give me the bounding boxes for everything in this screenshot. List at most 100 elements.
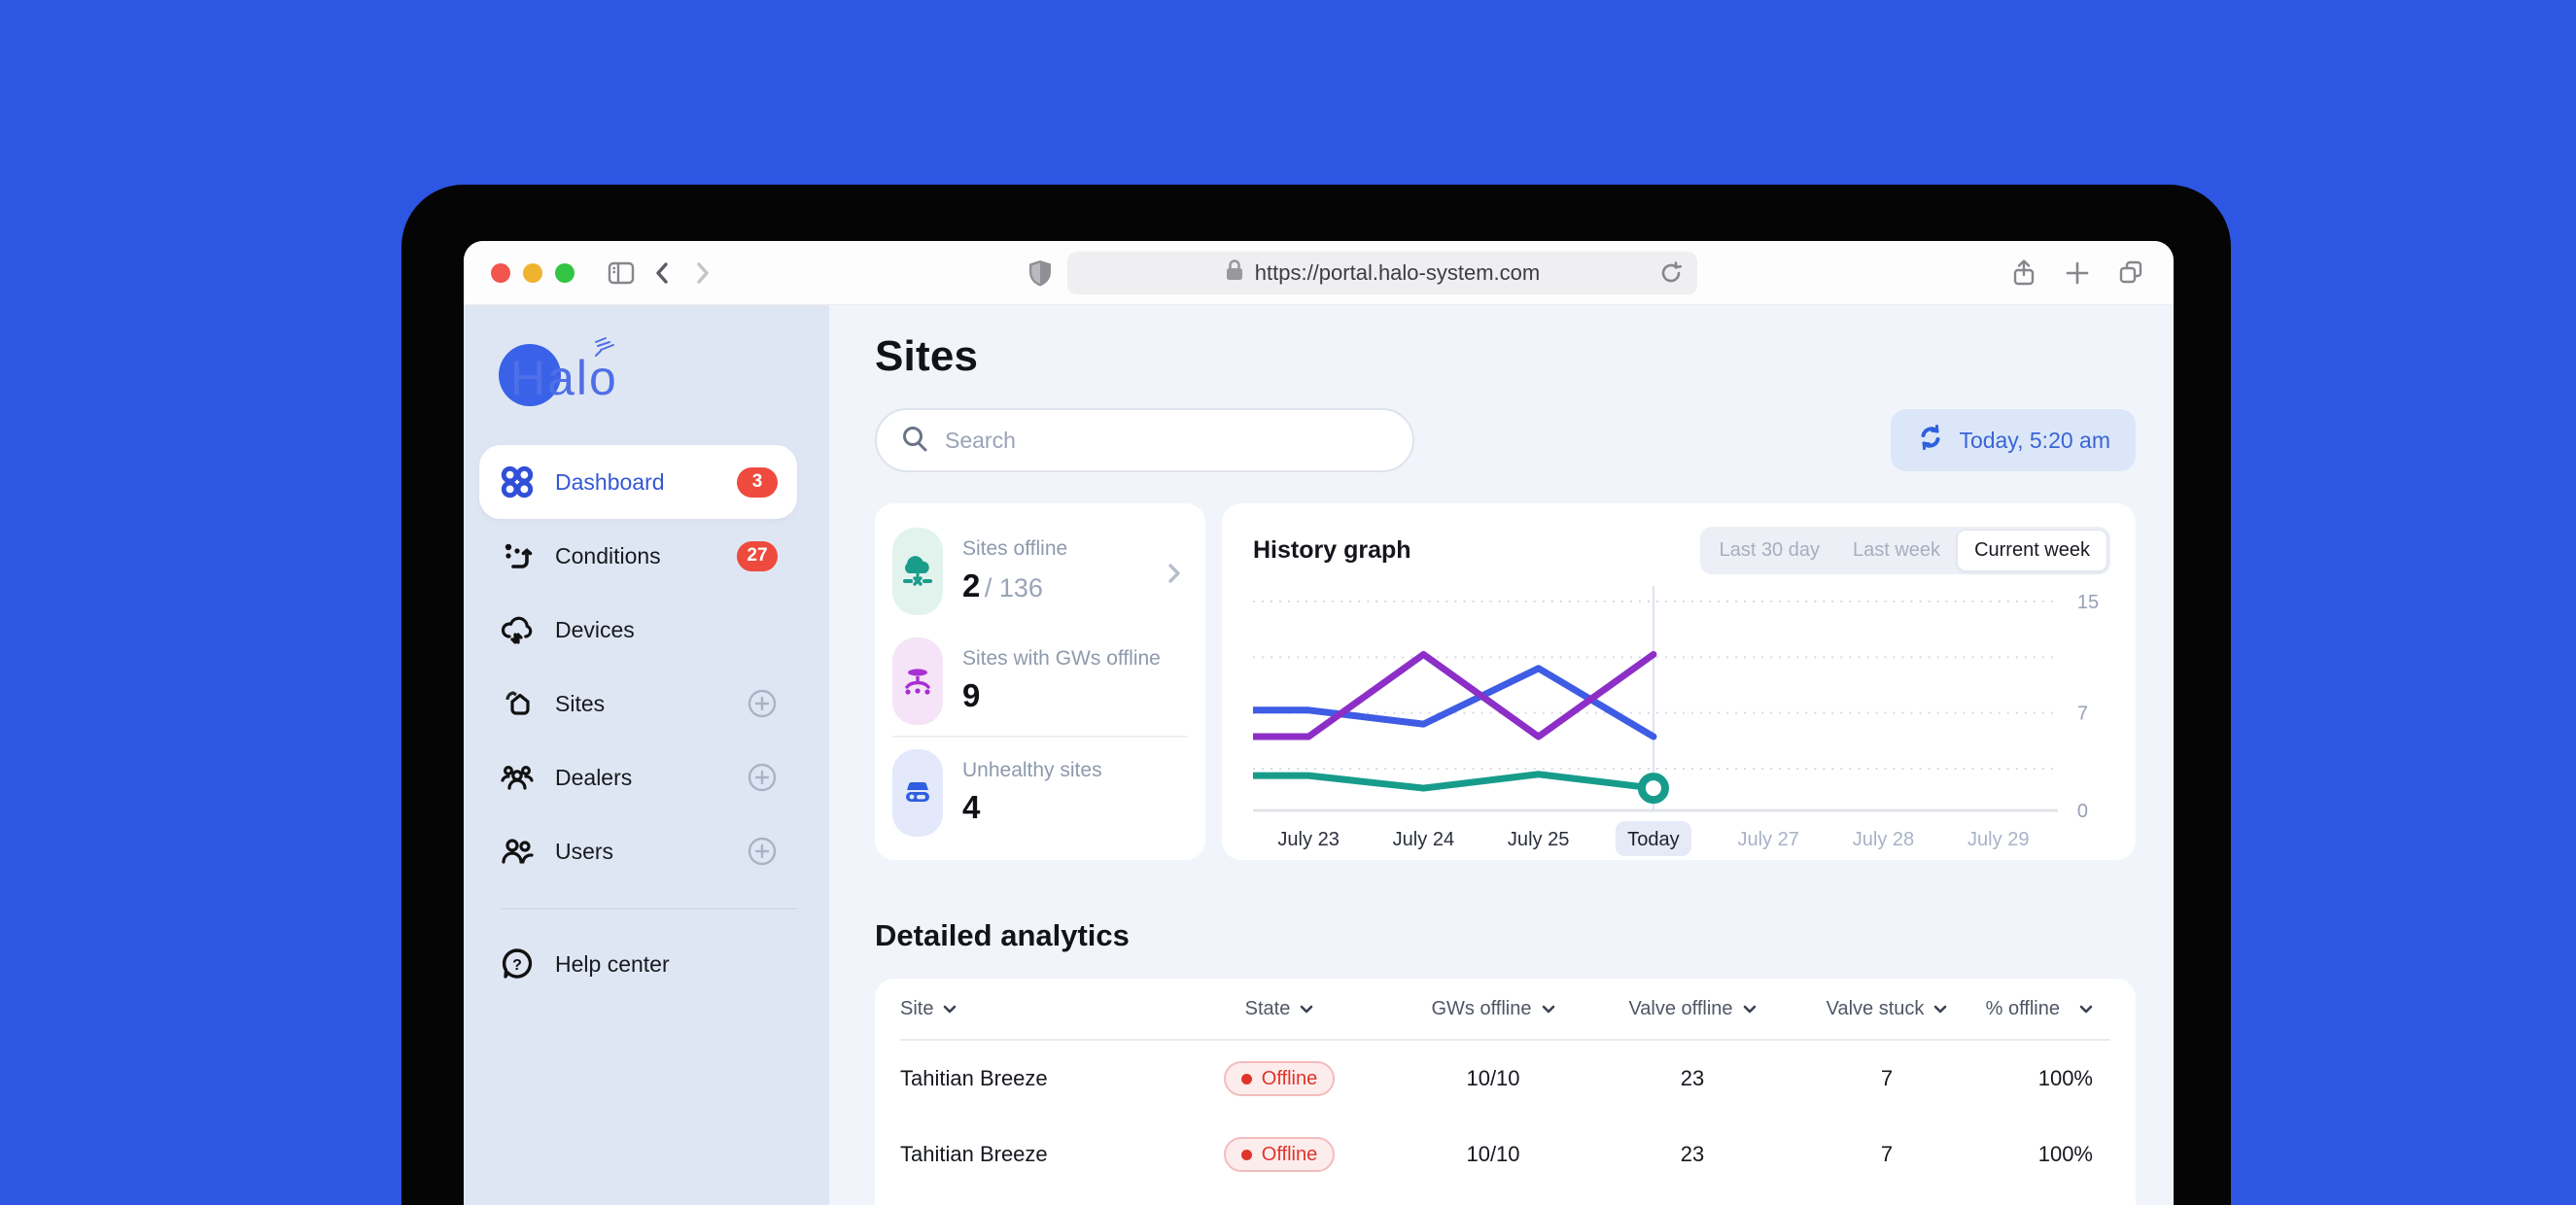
browser-window: https://portal.halo-system.com xyxy=(464,241,2174,1205)
offline-dot-icon xyxy=(1240,1149,1252,1160)
halo-logo[interactable]: Halo xyxy=(499,334,797,418)
pct-offline-value: 100% xyxy=(2037,1066,2093,1090)
column-header-pct-offline[interactable]: % offline xyxy=(1969,998,2110,1020)
add-site-button[interactable] xyxy=(747,688,778,719)
sidebar-divider xyxy=(501,908,797,910)
stat-value: 9 xyxy=(962,677,981,713)
valve-offline-value: 23 xyxy=(1680,1066,1705,1090)
analytics-title: Detailed analytics xyxy=(875,918,1130,952)
time-chip-label: Today, 5:20 am xyxy=(1959,427,2110,453)
search-box[interactable] xyxy=(875,408,1414,472)
stat-unhealthy-sites[interactable]: Unhealthy sites 4 xyxy=(892,736,1188,847)
close-window-button[interactable] xyxy=(491,262,510,283)
chevron-down-icon xyxy=(1301,1005,1313,1013)
chevron-down-icon xyxy=(1542,1005,1554,1013)
stats-card: Sites offline 2 / 136 xyxy=(875,503,1205,860)
forward-button[interactable] xyxy=(689,260,714,286)
sidebar-item-sites[interactable]: Sites xyxy=(479,667,797,740)
dealers-icon xyxy=(499,759,536,796)
users-icon xyxy=(499,833,536,870)
column-header-state[interactable]: State xyxy=(1153,998,1406,1020)
sync-icon xyxy=(1916,423,1945,458)
add-dealer-button[interactable] xyxy=(747,762,778,793)
stat-sites-gws-offline[interactable]: Sites with GWs offline 9 xyxy=(892,626,1188,736)
dashboard-icon xyxy=(499,464,536,500)
chevron-right-icon xyxy=(1166,562,1182,590)
gws-offline-value: 10/10 xyxy=(1466,1066,1520,1090)
window-controls xyxy=(491,262,574,283)
site-name: Tahitian Breeze xyxy=(900,1142,1048,1166)
devices-cloud-icon xyxy=(499,611,536,648)
history-graph-title: History graph xyxy=(1253,536,1411,564)
help-icon: ? xyxy=(499,946,536,982)
svg-text:7: 7 xyxy=(2077,704,2088,725)
analytics-table: Site State GWs offline xyxy=(875,979,2136,1205)
sidebar-item-label: Users xyxy=(555,838,614,864)
sidebar-nav: Dashboard 3 Conditions 27 xyxy=(479,445,797,888)
sidebar-item-label: Conditions xyxy=(555,542,661,568)
device-frame: https://portal.halo-system.com xyxy=(401,185,2231,1205)
table-header-row: Site State GWs offline xyxy=(900,979,2110,1041)
sidebar-item-label: Dashboard xyxy=(555,468,665,495)
privacy-shield-icon[interactable] xyxy=(1027,258,1054,288)
halo-logo-circle xyxy=(499,344,561,406)
chevron-down-icon xyxy=(2079,1005,2093,1013)
stat-sites-offline[interactable]: Sites offline 2 / 136 xyxy=(892,516,1188,626)
back-button[interactable] xyxy=(650,260,676,286)
sites-offline-icon xyxy=(892,527,943,615)
sidebar-item-label: Sites xyxy=(555,690,606,716)
sidebar-item-users[interactable]: Users xyxy=(479,814,797,888)
add-user-button[interactable] xyxy=(747,836,778,867)
page-title: Sites xyxy=(875,332,979,380)
stat-value: 2 xyxy=(962,568,981,603)
svg-text:July 24: July 24 xyxy=(1393,829,1454,850)
valve-stuck-value: 7 xyxy=(1880,1142,1894,1166)
share-icon[interactable] xyxy=(2008,258,2039,289)
pct-offline-value: 100% xyxy=(2037,1142,2093,1166)
status-badge-offline: Offline xyxy=(1223,1137,1336,1172)
sidebar: Halo xyxy=(464,305,829,1205)
sidebar-item-label: Dealers xyxy=(555,764,633,790)
stat-value: 4 xyxy=(962,789,981,825)
url-text: https://portal.halo-system.com xyxy=(1254,259,1541,285)
search-input[interactable] xyxy=(945,427,1389,454)
sidebar-item-dealers[interactable]: Dealers xyxy=(479,740,797,814)
column-header-site[interactable]: Site xyxy=(900,998,1153,1020)
svg-text:?: ? xyxy=(512,957,522,974)
help-center-label: Help center xyxy=(555,950,670,977)
column-header-gws-offline[interactable]: GWs offline xyxy=(1406,998,1581,1020)
tab-last-week[interactable]: Last week xyxy=(1836,530,1957,571)
sidebar-item-conditions[interactable]: Conditions 27 xyxy=(479,519,797,593)
svg-text:0: 0 xyxy=(2077,801,2088,822)
tab-last-30-day[interactable]: Last 30 day xyxy=(1703,530,1836,571)
tab-current-week[interactable]: Current week xyxy=(1957,530,2107,571)
gws-offline-value: 10/10 xyxy=(1466,1142,1520,1166)
stat-label: Sites offline xyxy=(962,537,1068,560)
lock-icon xyxy=(1224,258,1245,287)
sidebar-item-help-center[interactable]: ? Help center xyxy=(479,927,797,1001)
sidebar-item-dashboard[interactable]: Dashboard 3 xyxy=(479,445,797,519)
column-header-valve-offline[interactable]: Valve offline xyxy=(1581,998,1804,1020)
tabs-overview-icon[interactable] xyxy=(2115,258,2146,289)
sidebar-item-devices[interactable]: Devices xyxy=(479,593,797,667)
dashboard-badge: 3 xyxy=(737,466,778,498)
minimize-window-button[interactable] xyxy=(523,262,542,283)
new-tab-icon[interactable] xyxy=(2063,258,2092,288)
gws-offline-icon xyxy=(892,637,943,725)
site-name: Tahitian Breeze xyxy=(900,1066,1048,1090)
chevron-down-icon xyxy=(1934,1005,1947,1013)
column-header-valve-stuck[interactable]: Valve stuck xyxy=(1804,998,1969,1020)
history-graph-svg: 15 7 0 July 23 July 24 July 25 Today July 27 Jul… xyxy=(1253,586,2099,856)
table-row[interactable]: Tahitian Breeze Offline 10/10 23 7 100% xyxy=(900,1041,2110,1117)
address-bar[interactable]: https://portal.halo-system.com xyxy=(1066,251,1697,294)
valve-offline-value: 23 xyxy=(1680,1142,1705,1166)
valve-stuck-value: 7 xyxy=(1880,1066,1894,1090)
reload-icon[interactable] xyxy=(1658,260,1684,286)
zoom-window-button[interactable] xyxy=(555,262,574,283)
conditions-badge: 27 xyxy=(737,540,778,571)
stat-label: Unhealthy sites xyxy=(962,759,1102,781)
table-row[interactable]: Tahitian Breeze Offline 10/10 23 7 100% xyxy=(900,1117,2110,1192)
time-refresh-chip[interactable]: Today, 5:20 am xyxy=(1891,409,2136,471)
sidebar-toggle-icon[interactable] xyxy=(606,258,637,289)
